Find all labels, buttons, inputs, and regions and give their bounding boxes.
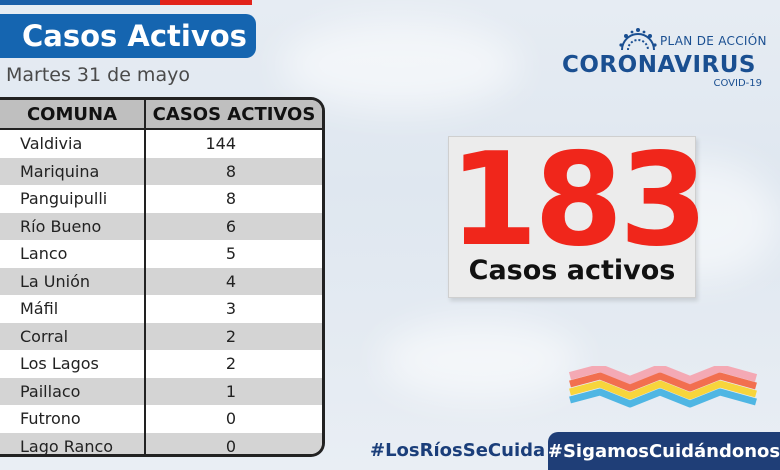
comuna-cell: Paillaco bbox=[0, 377, 146, 405]
table-row: Lago Ranco 0 bbox=[0, 432, 322, 456]
casos-cell: 1 bbox=[225, 381, 236, 401]
casos-cell: 6 bbox=[225, 216, 236, 236]
comuna-cell: Los Lagos bbox=[0, 350, 146, 378]
table-row: Lanco 5 bbox=[0, 240, 322, 268]
table-row: La Unión 4 bbox=[0, 267, 322, 295]
comuna-cell: Máfil bbox=[0, 295, 146, 323]
page-title: Casos Activos bbox=[0, 14, 256, 58]
table-row: Futrono 0 bbox=[0, 405, 322, 433]
date-label: Martes 31 de mayo bbox=[6, 64, 190, 86]
casos-cell: 3 bbox=[225, 299, 236, 319]
comuna-cell: Mariquina bbox=[0, 157, 146, 185]
table-row: Valdivia 144 bbox=[0, 130, 322, 158]
cases-table: COMUNA CASOS ACTIVOS Valdivia 144 Mariqui… bbox=[0, 97, 325, 457]
casos-cell: 8 bbox=[225, 189, 236, 209]
table-row: Máfil 3 bbox=[0, 295, 322, 323]
logo-plan-text: PLAN DE ACCIÓN bbox=[660, 34, 767, 48]
coronavirus-logo: PLAN DE ACCIÓN CORONAVIRUS COVID-19 bbox=[562, 26, 768, 90]
casos-cell: 2 bbox=[225, 354, 236, 374]
casos-cell: 8 bbox=[225, 161, 236, 181]
rainbow-wave-icon bbox=[568, 366, 758, 408]
comuna-cell: Panguipulli bbox=[0, 185, 146, 213]
column-header-casos: CASOS ACTIVOS bbox=[152, 103, 316, 125]
top-bar-blue bbox=[0, 0, 160, 5]
casos-cell: 0 bbox=[225, 409, 236, 429]
virus-icon bbox=[619, 28, 657, 51]
casos-cell: 2 bbox=[225, 326, 236, 346]
table-row: Paillaco 1 bbox=[0, 377, 322, 405]
column-header-comuna: COMUNA bbox=[0, 100, 146, 128]
table-body: Valdivia 144 Mariquina 8 Panguipulli 8 Río … bbox=[0, 130, 322, 456]
logo-covid-text: COVID-19 bbox=[713, 78, 762, 89]
comuna-cell: Futrono bbox=[0, 405, 146, 433]
casos-cell: 0 bbox=[225, 436, 236, 456]
table-row: Panguipulli 8 bbox=[0, 185, 322, 213]
table-row: Corral 2 bbox=[0, 322, 322, 350]
total-cases-label: Casos activos bbox=[468, 255, 676, 286]
total-cases-box: 183 Casos activos bbox=[448, 126, 708, 298]
background-cloud bbox=[380, 320, 580, 400]
hashtag-los-rios: #LosRíosSeCuida bbox=[370, 440, 546, 461]
table-row: Río Bueno 6 bbox=[0, 212, 322, 240]
background-cloud bbox=[280, 20, 520, 110]
comuna-cell: Corral bbox=[0, 322, 146, 350]
casos-cell: 4 bbox=[225, 271, 236, 291]
casos-cell: 144 bbox=[205, 134, 236, 154]
table-row: Mariquina 8 bbox=[0, 157, 322, 185]
total-cases-number: 183 bbox=[449, 126, 708, 275]
comuna-cell: Valdivia bbox=[0, 130, 146, 158]
hashtag-sigamos: #SigamosCuidándonos bbox=[548, 432, 780, 470]
comuna-cell: La Unión bbox=[0, 267, 146, 295]
comuna-cell: Lanco bbox=[0, 240, 146, 268]
top-bar-red bbox=[160, 0, 252, 5]
logo-coronavirus-text: CORONAVIRUS bbox=[562, 52, 756, 78]
comuna-cell: Lago Ranco bbox=[0, 432, 146, 454]
comuna-cell: Río Bueno bbox=[0, 212, 146, 240]
table-row: Los Lagos 2 bbox=[0, 350, 322, 378]
table-header: COMUNA CASOS ACTIVOS bbox=[0, 100, 322, 130]
casos-cell: 5 bbox=[225, 244, 236, 264]
